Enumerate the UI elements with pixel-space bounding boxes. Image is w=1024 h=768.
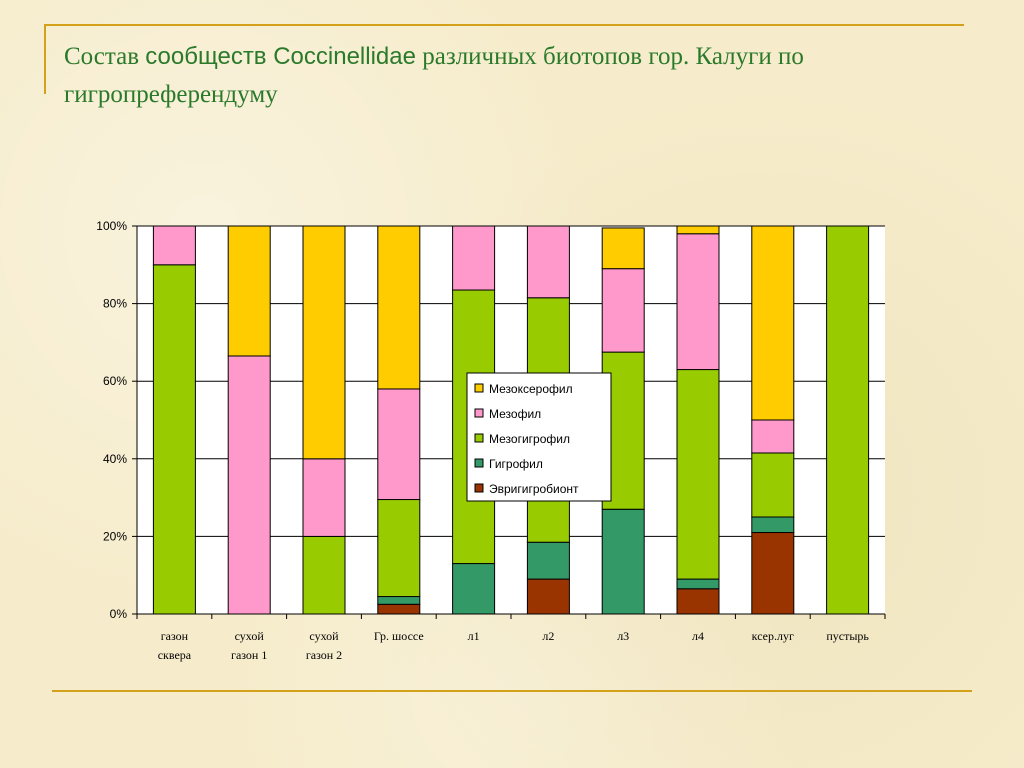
legend-swatch [474, 383, 484, 393]
bar-segment [526, 225, 570, 299]
bar-segment [676, 588, 720, 615]
title-part-3: различных биотопов гор. Калуги по гигроп… [64, 43, 804, 108]
legend-label: Эвригигробионт [489, 482, 579, 496]
bar-segment [826, 225, 870, 615]
legend-box [466, 372, 612, 502]
legend-label: Гигрофил [489, 457, 543, 471]
x-category-label: л2 [542, 629, 554, 643]
bar-segment [751, 516, 795, 534]
legend-label: Мезоксерофил [489, 382, 573, 396]
x-category-label: л3 [617, 629, 629, 643]
bar-segment [302, 225, 346, 460]
x-category-label: ксер.луг [752, 629, 794, 643]
bar-segment [751, 452, 795, 518]
bar-segment [676, 225, 720, 235]
y-tick-label: 100% [96, 219, 127, 233]
slide-title: Состав сообществ Coccinellidae различных… [64, 38, 964, 114]
bar-segment [751, 225, 795, 421]
title-part-2: сообществ Coccinellidae [145, 43, 416, 70]
decorative-left-line [44, 24, 46, 94]
bar-segment [227, 225, 271, 357]
legend-swatch [474, 483, 484, 493]
y-tick-label: 0% [110, 607, 128, 621]
x-category-label: сухой [309, 629, 339, 643]
y-tick-label: 20% [103, 529, 127, 543]
bar-segment [377, 388, 421, 501]
y-tick-label: 40% [103, 452, 127, 466]
bar-segment [452, 225, 496, 291]
x-category-label: газон 1 [231, 648, 267, 662]
title-part-1: Состав [64, 43, 146, 70]
bar-segment [377, 225, 421, 390]
bar-segment [377, 596, 421, 605]
x-category-label: газон [161, 629, 189, 643]
bar-segment [751, 419, 795, 454]
x-category-label: л1 [468, 629, 480, 643]
bar-segment [526, 578, 570, 615]
bar-segment [227, 355, 271, 615]
y-tick-label: 60% [103, 374, 127, 388]
bar-segment [601, 508, 645, 615]
bar-segment [377, 603, 421, 615]
bar-segment [526, 541, 570, 580]
bar-segment [676, 233, 720, 371]
legend-label: Мезогигрофил [489, 432, 570, 446]
bar-segment [377, 499, 421, 598]
legend-swatch [474, 458, 484, 468]
x-category-label: л4 [692, 629, 704, 643]
legend-swatch [474, 408, 484, 418]
decorative-bottom-line [52, 690, 972, 692]
bar-segment [676, 578, 720, 590]
bar-segment [676, 369, 720, 580]
bar-segment [601, 227, 645, 270]
bar-segment [601, 268, 645, 353]
decorative-top-line [44, 24, 964, 26]
bar-segment [152, 264, 196, 615]
y-tick-label: 80% [103, 297, 127, 311]
x-category-label: пустырь [826, 629, 869, 643]
legend-label: Мезофил [489, 407, 541, 421]
bar-segment [302, 458, 346, 537]
bar-segment [452, 563, 496, 615]
x-category-label: Гр. шоссе [374, 629, 424, 643]
x-category-label: сквера [158, 648, 192, 662]
legend-swatch [474, 433, 484, 443]
x-category-label: сухой [235, 629, 265, 643]
bar-segment [152, 225, 196, 266]
bar-segment [302, 535, 346, 615]
x-category-label: газон 2 [306, 648, 342, 662]
bar-segment [751, 532, 795, 615]
